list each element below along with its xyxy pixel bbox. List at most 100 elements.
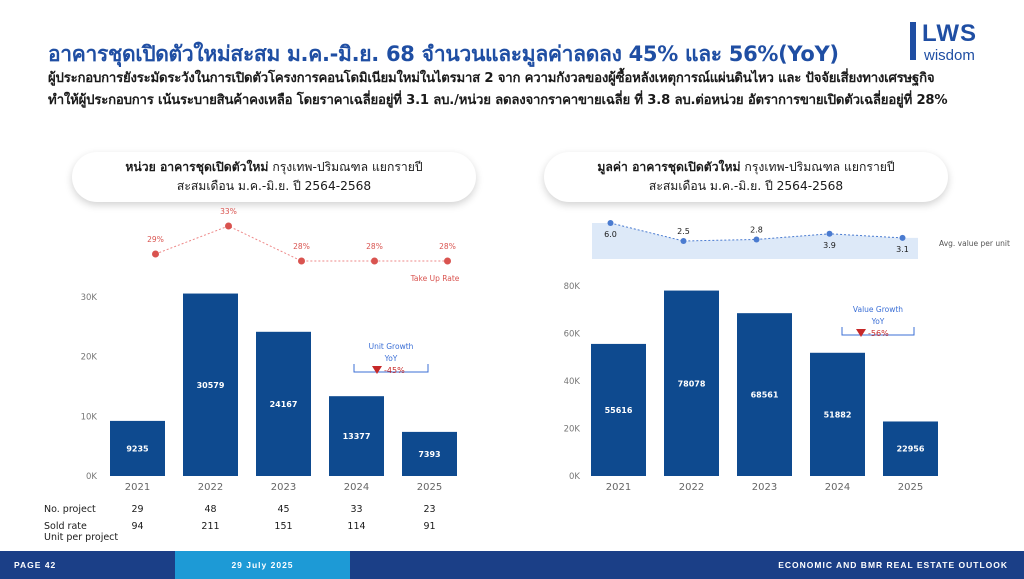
growth-value: -45% (384, 366, 405, 375)
unit-per-project-value: 91 (423, 521, 435, 532)
bar-2021 (110, 420, 165, 476)
y-tick-label: 30K (81, 293, 98, 303)
x-tick-label: 2023 (752, 482, 777, 493)
project-count: 45 (277, 504, 289, 515)
x-tick-label: 2024 (344, 482, 369, 493)
logo-brand: LWS (922, 20, 977, 47)
bar-2022 (664, 290, 719, 476)
bar-2024 (329, 396, 384, 476)
row-label-sold-rate: Sold rate (44, 521, 87, 532)
right-chart-title-bold: มูลค่า อาคารชุดเปิดตัวใหม่ (597, 160, 741, 174)
y-tick-label: 20K (81, 353, 98, 363)
bar-value-label: 9235 (126, 444, 149, 453)
down-triangle-icon (856, 329, 866, 337)
bar-value-label: 7393 (418, 450, 440, 459)
y-tick-label: 80K (564, 282, 581, 292)
avg-value-label: 3.9 (823, 241, 836, 250)
y-tick-label: 40K (564, 377, 581, 387)
x-tick-label: 2024 (825, 482, 850, 493)
bar-2024 (810, 352, 865, 476)
take-up-rate-label: 33% (220, 207, 237, 216)
take-up-rate-line (155, 225, 448, 262)
bar-value-label: 13377 (343, 432, 371, 441)
avg-value-point (680, 238, 687, 244)
value-chart: 0K 20K 40K 60K 80K 55616 2021 78078 2022 68561 202… (564, 220, 1010, 493)
bar-value-label: 78078 (678, 379, 706, 388)
footer-section: ECONOMIC AND BMR REAL ESTATE OUTLOOK (778, 560, 1008, 570)
growth-bracket (353, 364, 429, 373)
y-tick-label: 10K (81, 412, 98, 422)
take-up-rate-label: 29% (147, 235, 164, 244)
bar-2023 (737, 313, 792, 476)
left-chart-title-bold: หน่วย อาคารชุดเปิดตัวใหม่ (125, 160, 269, 174)
growth-annotation-sub: YoY (384, 354, 398, 363)
growth-bracket (841, 327, 915, 336)
y-tick-label: 60K (564, 330, 581, 340)
take-up-rate-point (225, 222, 232, 230)
take-up-rate-point (152, 250, 159, 258)
take-up-rate-label: 28% (366, 242, 383, 251)
x-tick-label: 2022 (198, 482, 223, 493)
unit-per-project-value: 114 (347, 521, 365, 532)
bar-value-label: 30579 (197, 381, 225, 390)
bar-value-label: 68561 (751, 391, 779, 400)
avg-value-point (607, 220, 614, 226)
bar-2021 (591, 343, 646, 476)
left-chart-title-rest: กรุงเทพ-ปริมณฑล แยกรายปี (268, 160, 423, 174)
growth-annotation-title: Value Growth (853, 305, 903, 314)
project-count: 29 (131, 504, 143, 515)
take-up-rate-point (444, 257, 451, 265)
left-chart-title-line2: สะสมเดือน ม.ค.-มิ.ย. ปี 2564-2568 (176, 179, 372, 193)
take-up-rate-point (298, 257, 305, 265)
bar-value-label: 24167 (270, 400, 298, 409)
take-up-rate-label: 28% (293, 242, 310, 251)
bar-value-label: 51882 (824, 410, 852, 419)
x-tick-label: 2021 (606, 482, 631, 493)
footer-date: 29 July 2025 (175, 551, 350, 579)
footer-bar: PAGE 42 29 July 2025 ECONOMIC AND BMR RE… (0, 551, 1024, 579)
y-tick-label: 20K (564, 425, 581, 435)
left-chart-title: หน่วย อาคารชุดเปิดตัวใหม่ กรุงเทพ-ปริมณฑ… (72, 152, 476, 202)
project-count: 48 (204, 504, 216, 515)
down-triangle-icon (372, 366, 382, 374)
row-label-projects: No. project (44, 504, 96, 515)
lws-logo: LWS wisdom (910, 20, 1000, 66)
x-tick-label: 2025 (898, 482, 923, 493)
growth-value: -56% (868, 329, 889, 338)
avg-value-point (826, 230, 833, 237)
page-title: อาคารชุดเปิดตัวใหม่สะสม ม.ค.-มิ.ย. 68 จำ… (48, 42, 839, 66)
x-tick-label: 2023 (271, 482, 296, 493)
unit-per-project-value: 151 (274, 521, 292, 532)
x-tick-label: 2022 (679, 482, 704, 493)
bar-value-label: 55616 (605, 406, 633, 415)
x-tick-label: 2025 (417, 482, 442, 493)
avg-value-legend: Avg. value per unit (939, 239, 1010, 248)
footer-page: PAGE 42 (0, 551, 175, 579)
right-chart-title: มูลค่า อาคารชุดเปิดตัวใหม่ กรุงเทพ-ปริมณ… (544, 152, 948, 202)
x-tick-label: 2021 (125, 482, 150, 493)
project-count: 33 (350, 504, 362, 515)
avg-value-label: 2.8 (750, 225, 763, 234)
row-label-unit-per-project: Unit per project (44, 532, 118, 543)
bar-2022 (183, 293, 238, 476)
bar-2025 (883, 421, 938, 476)
avg-value-label: 6.0 (604, 230, 617, 239)
project-count: 23 (423, 504, 435, 515)
bar-2023 (256, 331, 311, 476)
right-chart-title-line2: สะสมเดือน ม.ค.-มิ.ย. ปี 2564-2568 (648, 179, 844, 193)
logo-bar-icon (910, 22, 916, 60)
right-chart-title-rest: กรุงเทพ-ปริมณฑล แยกรายปี (740, 160, 895, 174)
unit-per-project-value: 94 (131, 521, 143, 532)
logo-sub: wisdom (924, 47, 975, 64)
avg-value-point (899, 234, 906, 241)
y-tick-label: 0K (86, 472, 97, 482)
bar-2025 (402, 431, 457, 476)
take-up-rate-legend: Take Up Rate (410, 274, 460, 283)
avg-value-label: 3.1 (896, 245, 909, 254)
unit-chart: 0K 10K 20K 30K 9235 2021 30579 2022 24167 2023 133… (44, 207, 460, 543)
avg-value-label: 2.5 (677, 227, 690, 236)
bar-value-label: 22956 (897, 445, 925, 454)
page-description: ผู้ประกอบการยังระมัดระวังในการเปิดตัวโคร… (48, 71, 948, 108)
y-tick-label: 0K (569, 472, 580, 482)
growth-annotation-sub: YoY (871, 317, 885, 326)
